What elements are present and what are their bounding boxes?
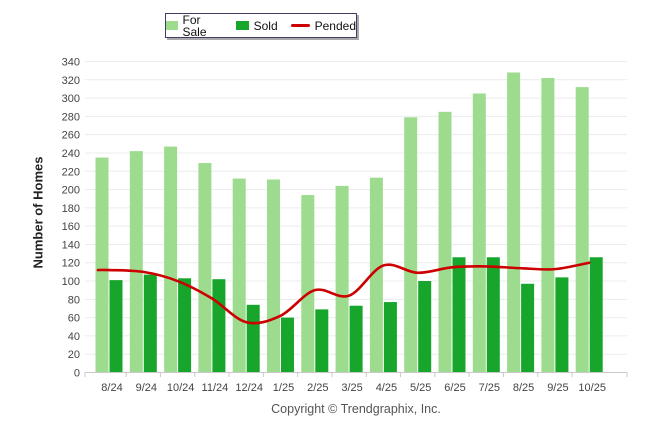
bar-for-sale — [301, 195, 315, 373]
y-tick-label: 260 — [62, 130, 80, 142]
legend-label: Pended — [314, 18, 356, 33]
bar-for-sale — [369, 177, 383, 373]
bar-for-sale — [164, 146, 178, 373]
x-tick-label: 5/25 — [410, 382, 431, 394]
y-tick-label: 20 — [68, 349, 80, 361]
x-tick-label: 6/25 — [444, 382, 465, 394]
x-tick-label: 2/25 — [307, 382, 328, 394]
chart-legend: For Sale Sold Pended — [165, 13, 357, 38]
bar-sold — [418, 281, 432, 373]
pended-line — [96, 261, 591, 325]
y-tick-label: 180 — [62, 203, 80, 215]
x-tick-label: 3/25 — [341, 382, 362, 394]
y-tick-labels: 0 20 40 60 80 100 120 140 160 180 200 220 240 260 280 3… — [62, 57, 80, 380]
x-tick-labels: 8/24 9/24 10/24 11/24 12/24 1/25 2/25 3/25 4/25 5… — [101, 382, 606, 394]
y-tick-label: 80 — [68, 294, 80, 306]
bar-for-sale — [335, 185, 349, 373]
y-tick-label: 320 — [62, 75, 80, 87]
bar-for-sale — [541, 77, 555, 373]
x-tick-label: 12/24 — [235, 382, 263, 394]
bar-for-sale — [404, 117, 418, 373]
bar-sold — [212, 279, 226, 373]
legend-swatch-line — [290, 24, 310, 27]
legend-item-pended: Pended — [290, 18, 356, 33]
bar-for-sale — [575, 87, 589, 373]
bar-sold — [383, 302, 397, 373]
bar-sold — [521, 283, 535, 373]
x-tick-label: 1/25 — [273, 382, 294, 394]
y-tick-label: 60 — [68, 313, 80, 325]
y-tick-label: 300 — [62, 93, 80, 105]
y-tick-label: 160 — [62, 221, 80, 233]
y-tick-label: 100 — [62, 276, 80, 288]
bar-sold — [589, 257, 603, 373]
bar-sold — [452, 257, 466, 373]
x-tick-label: 7/25 — [479, 382, 500, 394]
bar-for-sale — [95, 157, 109, 373]
y-tick-label: 240 — [62, 148, 80, 160]
bar-for-sale — [267, 179, 280, 373]
bar-for-sale — [438, 111, 452, 373]
bar-sold — [143, 274, 157, 373]
bar-sold — [555, 277, 569, 373]
bar-for-sale — [472, 93, 486, 373]
x-tick-label: 8/24 — [101, 382, 122, 394]
bar-for-sale — [507, 72, 521, 373]
x-tick-label: 9/24 — [136, 382, 157, 394]
bar-sold — [281, 317, 294, 373]
x-tick-label: 10/24 — [167, 382, 195, 394]
x-tick-label: 11/24 — [202, 382, 229, 394]
x-tick-label: 4/25 — [376, 382, 397, 394]
legend-swatch-box — [166, 21, 178, 30]
y-tick-label: 220 — [62, 166, 80, 178]
bar-for-sale — [129, 151, 143, 373]
bar-sold — [109, 280, 123, 373]
x-tick-label: 9/25 — [547, 382, 568, 394]
y-tick-label: 40 — [68, 331, 80, 343]
y-tick-label: 280 — [62, 111, 80, 123]
bar-sold — [486, 257, 500, 373]
bars — [95, 72, 603, 373]
copyright-text: Copyright © Trendgraphix, Inc. — [271, 402, 441, 416]
y-tick-label: 200 — [62, 185, 80, 197]
legend-item-sold: Sold — [235, 18, 278, 33]
bar-for-sale — [232, 178, 246, 373]
legend-swatch-box — [235, 21, 249, 30]
legend-label: Sold — [253, 18, 278, 33]
y-tick-label: 340 — [62, 57, 80, 69]
bar-sold — [349, 305, 363, 373]
y-tick-label: 120 — [62, 258, 80, 270]
legend-item-for-sale: For Sale — [166, 14, 223, 38]
legend-label: For Sale — [182, 12, 207, 39]
bar-sold — [315, 309, 329, 373]
bar-sold — [178, 278, 192, 373]
bar-for-sale — [198, 163, 212, 373]
bar-sold — [246, 304, 260, 373]
y-tick-label: 140 — [62, 239, 80, 251]
x-axis — [84, 372, 628, 377]
y-tick-label: 0 — [74, 368, 80, 380]
x-tick-label: 10/25 — [578, 382, 606, 394]
x-tick-label: 8/25 — [513, 382, 534, 394]
